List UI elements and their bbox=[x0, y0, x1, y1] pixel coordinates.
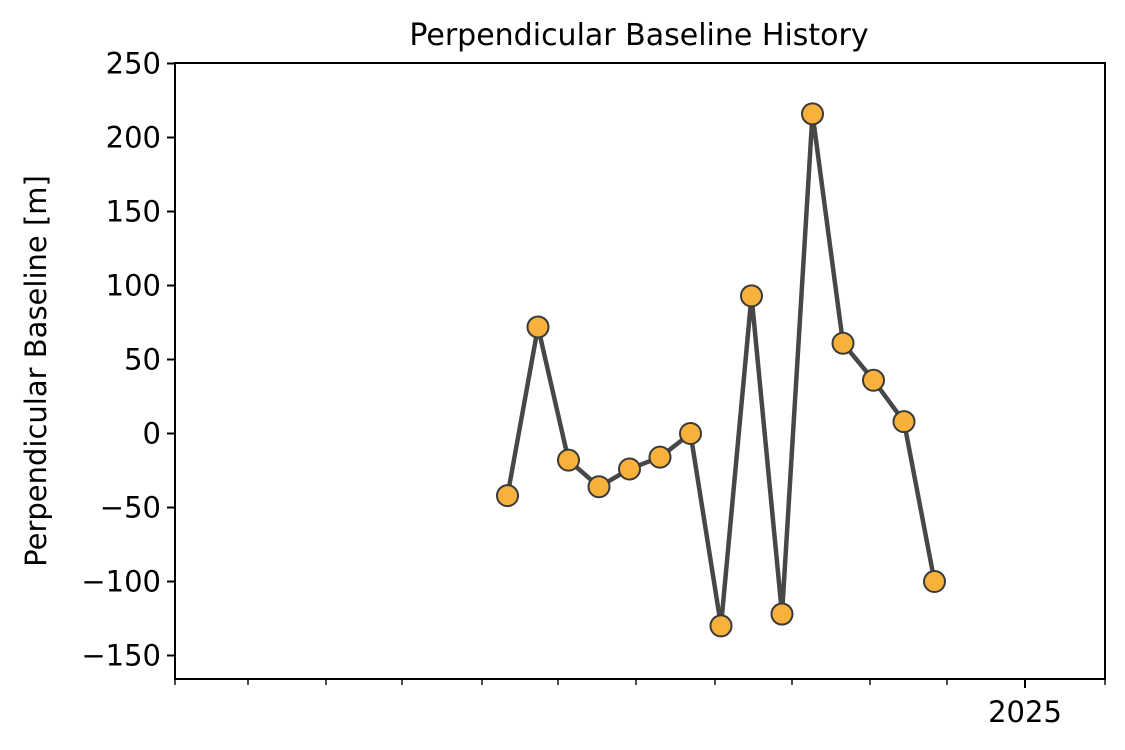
y-tick-label: 0 bbox=[143, 417, 161, 451]
x-tick-label: 2025 bbox=[988, 695, 1062, 729]
y-axis-ticks: −150 −100 −50 0 50 100 150 200 250 bbox=[81, 47, 175, 673]
data-point bbox=[679, 422, 702, 445]
y-tick-label: 200 bbox=[106, 121, 161, 155]
data-point bbox=[496, 484, 519, 508]
y-tick-label: 150 bbox=[106, 195, 161, 229]
data-point bbox=[587, 475, 611, 499]
y-tick-label: −100 bbox=[81, 565, 161, 599]
marker-layer bbox=[496, 102, 946, 638]
data-point bbox=[740, 284, 763, 308]
data-point bbox=[801, 102, 824, 126]
data-point bbox=[892, 410, 916, 434]
data-point bbox=[862, 368, 885, 392]
data-point bbox=[831, 331, 855, 355]
chart-title: Perpendicular Baseline History bbox=[409, 18, 868, 53]
data-point bbox=[526, 315, 550, 339]
data-point bbox=[770, 602, 794, 626]
y-tick-label: 250 bbox=[106, 47, 161, 81]
x-axis-ticks: 2025 bbox=[174, 679, 1106, 729]
y-tick-label: −150 bbox=[81, 639, 161, 673]
data-point bbox=[709, 614, 733, 638]
y-axis-label: Perpendicular Baseline [m] bbox=[19, 175, 53, 567]
y-tick-label: 100 bbox=[106, 269, 161, 303]
data-point bbox=[923, 570, 946, 593]
plot-frame bbox=[174, 62, 1106, 680]
y-tick-label: −50 bbox=[100, 491, 161, 525]
data-point bbox=[618, 457, 641, 481]
data-point bbox=[557, 448, 580, 472]
data-point bbox=[648, 445, 672, 469]
y-tick-label: 50 bbox=[124, 343, 161, 377]
